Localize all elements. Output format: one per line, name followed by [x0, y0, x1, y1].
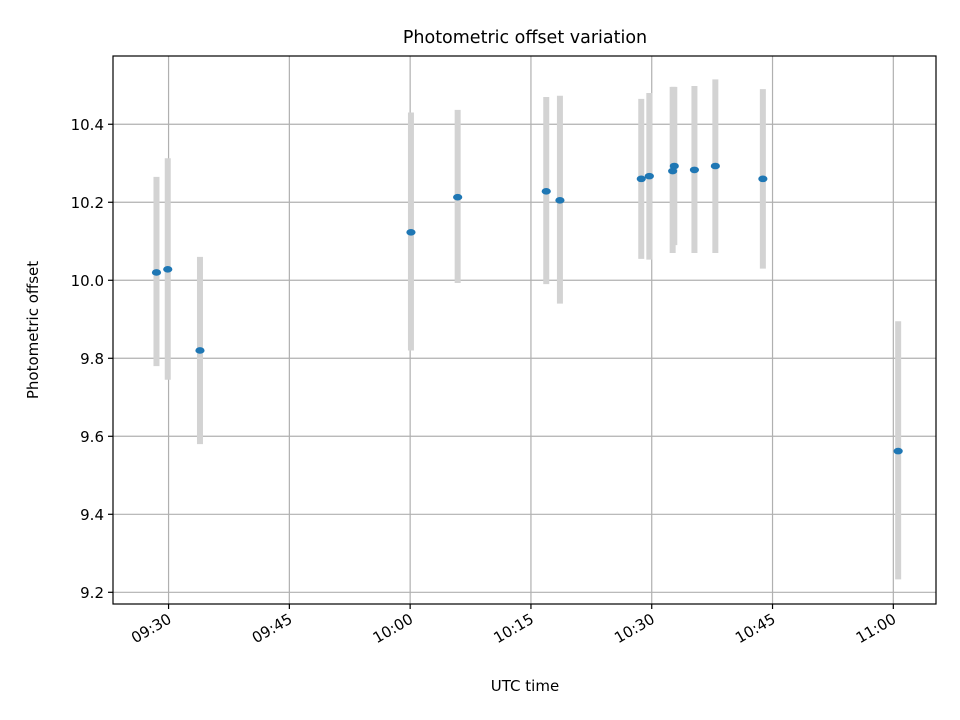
data-point	[163, 266, 173, 273]
plot-area-frame	[112, 55, 937, 605]
y-tick-label: 9.2	[80, 584, 104, 602]
grid-lines	[113, 56, 936, 604]
y-axis: 9.2 9.4 9.6 9.8 10.0 10.2 10.4	[71, 116, 113, 602]
y-tick-label: 10.0	[71, 272, 104, 290]
data-point	[668, 167, 678, 175]
data-point	[541, 188, 551, 195]
y-tick-label: 10.2	[71, 194, 104, 212]
data-point	[689, 166, 700, 174]
data-points	[151, 162, 903, 455]
chart-title: Photometric offset variation	[403, 28, 647, 48]
y-tick-label: 9.8	[80, 350, 104, 368]
data-point	[195, 347, 205, 354]
x-axis-label: UTC time	[491, 677, 559, 695]
y-axis-label: Photometric offset	[24, 261, 42, 399]
data-point	[636, 175, 646, 183]
data-point	[710, 162, 720, 170]
data-point	[555, 197, 565, 204]
data-point	[758, 175, 768, 183]
y-tick-label: 9.6	[80, 428, 104, 446]
data-point	[406, 228, 416, 236]
data-point	[151, 269, 162, 276]
data-point	[644, 172, 654, 180]
data-point	[893, 447, 903, 455]
y-tick-label: 10.4	[71, 116, 104, 134]
data-point	[669, 162, 679, 170]
y-tick-label: 9.4	[80, 506, 104, 524]
data-point	[453, 193, 463, 201]
